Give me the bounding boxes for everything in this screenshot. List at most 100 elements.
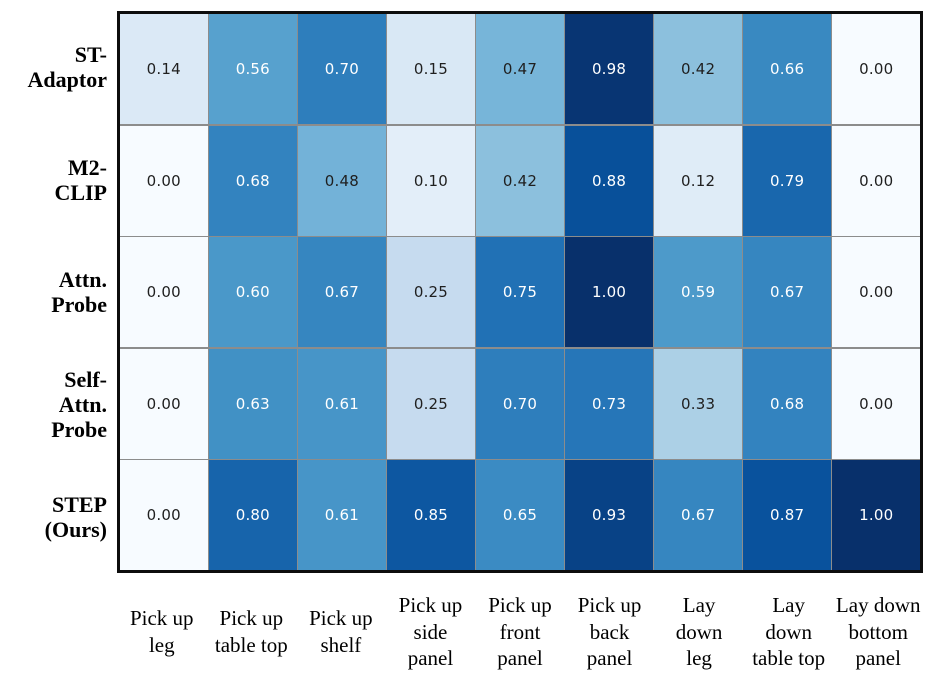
heatmap-cell: 0.67: [654, 460, 742, 570]
col-label: Lay down bottom panel: [835, 592, 921, 671]
cell-value: 0.60: [235, 283, 270, 301]
heatmap-cell: 0.25: [387, 348, 475, 459]
heatmap-cell: 0.42: [476, 125, 564, 236]
cell-value: 0.33: [681, 394, 716, 413]
row-label: Self- Attn. Probe: [51, 366, 107, 442]
heatmap-cell: 0.12: [654, 125, 742, 236]
heatmap-cell: 0.14: [120, 14, 208, 124]
heatmap-cell: 0.93: [565, 460, 653, 570]
cell-value: 0.25: [413, 283, 449, 301]
cell-value: 0.67: [770, 283, 805, 301]
cell-value: 0.70: [502, 394, 538, 413]
heatmap-cell: 0.61: [298, 460, 386, 570]
heatmap-cell: 0.65: [476, 460, 564, 570]
col-label: Lay down leg: [675, 592, 723, 671]
cell-value: 0.10: [413, 171, 449, 190]
row-label: STEP (Ours): [44, 491, 107, 542]
heatmap-cell: 0.00: [120, 348, 208, 459]
cell-value: 0.98: [591, 60, 627, 78]
heatmap-cell: 0.42: [654, 14, 742, 124]
cell-value: 0.00: [859, 60, 894, 78]
cell-value: 0.00: [146, 506, 181, 524]
heatmap-cell: 0.10: [387, 125, 475, 236]
cell-value: 0.65: [502, 506, 538, 524]
heatmap-cell: 1.00: [832, 460, 920, 570]
col-label: Pick up table top: [214, 606, 288, 657]
cell-value: 0.88: [591, 171, 627, 190]
heatmap-cell: 0.47: [476, 14, 564, 124]
heatmap-cell: 0.61: [298, 348, 386, 459]
cell-value: 1.00: [859, 506, 894, 524]
heatmap-cell: 0.79: [743, 125, 831, 236]
cell-value: 0.42: [681, 60, 716, 78]
cell-value: 0.61: [324, 394, 359, 413]
col-label: Pick up side panel: [398, 592, 463, 671]
cell-value: 0.66: [770, 60, 805, 78]
cell-value: 0.47: [502, 60, 538, 78]
cell-value: 0.00: [859, 394, 894, 413]
heatmap-cell: 0.87: [743, 460, 831, 570]
cell-value: 0.00: [859, 171, 894, 190]
heatmap-cell: 1.00: [565, 237, 653, 347]
heatmap-cell: 0.85: [387, 460, 475, 570]
col-label: Lay down table top: [752, 592, 826, 671]
cell-value: 0.67: [324, 283, 359, 301]
cell-value: 0.85: [413, 506, 449, 524]
cell-value: 0.14: [146, 60, 181, 78]
cell-value: 1.00: [591, 283, 627, 301]
heatmap-cell: 0.00: [120, 237, 208, 347]
cell-value: 0.00: [146, 171, 181, 190]
cell-value: 0.68: [770, 394, 805, 413]
heatmap-cell: 0.68: [209, 125, 297, 236]
row-label: M2- CLIP: [54, 154, 107, 205]
cell-value: 0.75: [502, 283, 538, 301]
col-label: Pick up back panel: [577, 592, 642, 671]
cell-value: 0.00: [146, 394, 181, 413]
cell-value: 0.59: [681, 283, 716, 301]
heatmap-cell: 0.67: [743, 237, 831, 347]
cell-value: 0.87: [770, 506, 805, 524]
heatmap-cell: 0.00: [832, 14, 920, 124]
heatmap-cell: 0.25: [387, 237, 475, 347]
heatmap-cell: 0.70: [298, 14, 386, 124]
col-label: Pick up leg: [129, 606, 194, 657]
heatmap-cell: 0.00: [120, 125, 208, 236]
heatmap-cell: 0.59: [654, 237, 742, 347]
cell-value: 0.48: [324, 171, 359, 190]
cell-value: 0.00: [146, 283, 181, 301]
cell-value: 0.61: [324, 506, 359, 524]
cell-value: 0.25: [413, 394, 449, 413]
heatmap-cell: 0.98: [565, 14, 653, 124]
cell-value: 0.00: [859, 283, 894, 301]
heatmap-cell: 0.00: [832, 125, 920, 236]
heatmap-cell: 0.00: [832, 348, 920, 459]
heatmap-cell: 0.75: [476, 237, 564, 347]
heatmap-cell: 0.80: [209, 460, 297, 570]
heatmap-cell: 0.56: [209, 14, 297, 124]
heatmap-cell: 0.33: [654, 348, 742, 459]
heatmap-grid: 0.14 0.56 0.70 0.15 0.47 0.98 0.42 0.66 0.00 0.00…: [117, 11, 923, 573]
cell-value: 0.15: [413, 60, 449, 78]
heatmap-cell: 0.73: [565, 348, 653, 459]
row-label: Attn. Probe: [51, 266, 107, 317]
heatmap-cell: 0.60: [209, 237, 297, 347]
cell-value: 0.56: [235, 60, 270, 78]
heatmap-cell: 0.66: [743, 14, 831, 124]
cell-value: 0.63: [235, 394, 270, 413]
heatmap-cell: 0.70: [476, 348, 564, 459]
cell-value: 0.68: [235, 171, 270, 190]
heatmap-cell: 0.48: [298, 125, 386, 236]
cell-value: 0.42: [502, 171, 538, 190]
heatmap-cell: 0.88: [565, 125, 653, 236]
cell-value: 0.12: [681, 171, 716, 190]
heatmap-cell: 0.15: [387, 14, 475, 124]
row-label: ST- Adaptor: [27, 42, 107, 93]
cell-value: 0.70: [324, 60, 359, 78]
heatmap-cell: 0.68: [743, 348, 831, 459]
cell-value: 0.67: [681, 506, 716, 524]
cell-value: 0.80: [235, 506, 270, 524]
heatmap-cell: 0.00: [832, 237, 920, 347]
cell-value: 0.79: [770, 171, 805, 190]
heatmap-cell: 0.67: [298, 237, 386, 347]
